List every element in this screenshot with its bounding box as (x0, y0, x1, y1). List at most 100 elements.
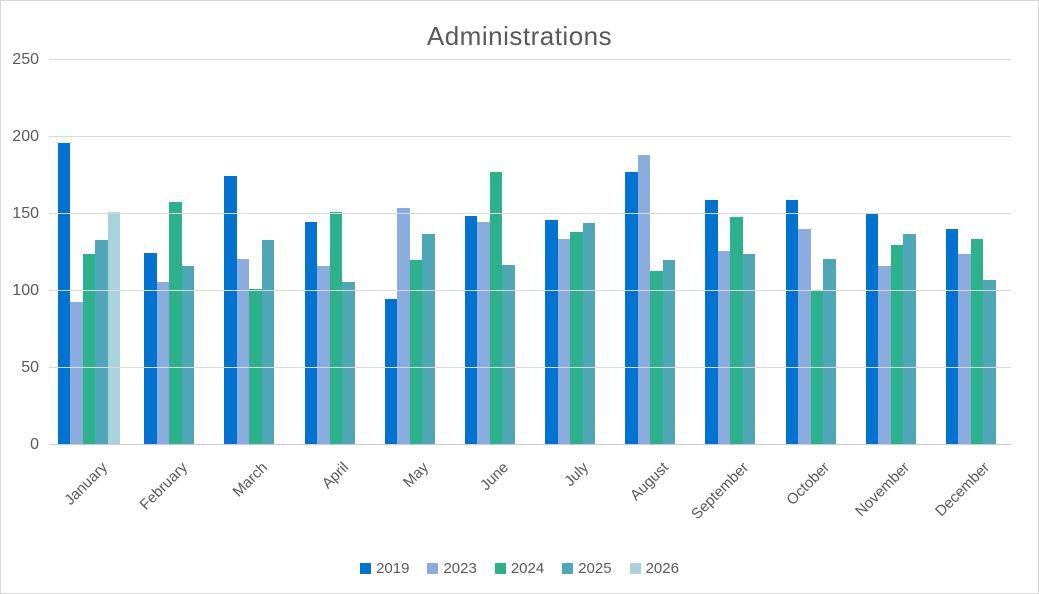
bar-2019-november (865, 214, 879, 445)
bar-group-february (129, 60, 209, 445)
bar-2023-march (236, 258, 250, 445)
bar-group-july (530, 60, 610, 445)
bar-2019-august (625, 172, 638, 445)
legend-label-2019: 2019 (376, 560, 410, 577)
bar-2024-september (730, 217, 743, 445)
bar-2023-july (557, 238, 571, 445)
bar-2019-january (57, 143, 71, 445)
bar-2024-june (489, 172, 503, 445)
bar-2024-may (409, 260, 423, 445)
bar-2023-april (317, 266, 330, 445)
gridline-100 (49, 290, 1011, 291)
plot-area (49, 59, 1011, 445)
gridline-200 (49, 136, 1011, 137)
bar-2025-october (823, 258, 836, 445)
bar-2025-march (261, 240, 275, 445)
bar-group-october (771, 60, 851, 445)
legend-label-2026: 2026 (645, 560, 679, 577)
bar-2023-december (958, 254, 971, 445)
bar-2023-october (798, 229, 811, 445)
bar-2024-december (970, 238, 984, 445)
bar-2025-june (502, 264, 515, 445)
x-tick-label-may: May (399, 459, 432, 492)
bar-group-september (690, 60, 770, 445)
x-tick-label-february: February (136, 459, 192, 514)
bar-2025-february (181, 266, 195, 445)
x-tick-label-august: August (627, 459, 673, 505)
bar-group-april (290, 60, 370, 445)
x-tick-label-october: October (782, 459, 833, 509)
x-tick-label-november: November (851, 459, 913, 520)
legend-marker-2026 (629, 563, 641, 574)
legend-marker-2024 (494, 563, 506, 574)
legend-item-2024: 2024 (494, 560, 545, 577)
bars-row (49, 60, 1011, 445)
y-tick-label-250: 250 (12, 51, 39, 68)
bar-2025-november (903, 234, 916, 445)
bar-2024-october (810, 291, 824, 445)
bar-2025-december (983, 280, 996, 445)
y-tick-label-200: 200 (12, 128, 39, 145)
gridline-150 (49, 213, 1011, 214)
bar-group-june (450, 60, 530, 445)
bar-2023-january (70, 301, 83, 445)
bar-2019-february (144, 252, 157, 445)
bar-2025-july (582, 223, 596, 445)
bar-2024-april (329, 212, 343, 445)
x-tick-label-january: January (61, 459, 112, 509)
bar-2024-july (570, 232, 583, 445)
legend-label-2023: 2023 (443, 560, 477, 577)
legend-marker-2019 (360, 563, 372, 574)
bar-2024-january (82, 254, 96, 445)
bar-2019-december (945, 229, 959, 445)
gridline-50 (49, 367, 1011, 368)
bar-2024-november (890, 244, 904, 445)
x-tick-label-september: September (688, 459, 753, 523)
bar-2019-july (545, 220, 558, 445)
bar-2025-january (95, 240, 108, 445)
legend-item-2025: 2025 (562, 560, 612, 577)
bar-group-december (931, 60, 1011, 445)
legend-label-2025: 2025 (578, 560, 612, 577)
bar-2019-june (464, 215, 478, 445)
bar-2023-february (156, 281, 170, 445)
bar-2023-august (637, 155, 651, 445)
bar-2019-september (705, 200, 718, 445)
x-axis-line (49, 444, 1011, 445)
legend-item-2019: 2019 (360, 560, 409, 577)
bar-group-march (209, 60, 289, 445)
bar-2019-march (224, 175, 237, 445)
y-tick-label-0: 0 (30, 436, 39, 453)
y-axis: 0 50 100 150 200 250 (1, 51, 39, 453)
bar-2023-may (397, 207, 410, 445)
bar-group-august (610, 60, 690, 445)
bar-2019-october (785, 200, 799, 445)
bar-2023-september (717, 250, 731, 445)
x-tick-label-april: April (318, 459, 352, 493)
y-tick-label-50: 50 (21, 359, 39, 376)
chart-title: Administrations (426, 21, 613, 51)
bar-group-may (370, 60, 450, 445)
x-tick-label-june: June (476, 459, 512, 495)
bar-2025-august (662, 260, 676, 445)
bar-group-november (851, 60, 931, 445)
y-tick-label-150: 150 (12, 205, 39, 222)
bar-2024-august (650, 270, 663, 445)
x-tick-label-march: March (229, 459, 272, 501)
legend-item-2026: 2026 (629, 560, 679, 577)
bar-2025-may (422, 234, 435, 445)
x-tick-label-december: December (931, 459, 993, 520)
legend-marker-2025 (562, 563, 574, 574)
bar-2024-february (169, 201, 182, 445)
bar-2019-may (384, 298, 398, 445)
y-tick-label-100: 100 (12, 282, 39, 299)
bar-2025-september (742, 254, 756, 445)
legend-label-2024: 2024 (510, 560, 545, 577)
bar-group-january (49, 60, 129, 445)
bar-2023-november (878, 266, 891, 445)
legend-item-2023: 2023 (427, 560, 477, 577)
legend-marker-2023 (427, 563, 439, 574)
gridline-250 (49, 59, 1011, 60)
bar-2019-april (304, 221, 318, 445)
